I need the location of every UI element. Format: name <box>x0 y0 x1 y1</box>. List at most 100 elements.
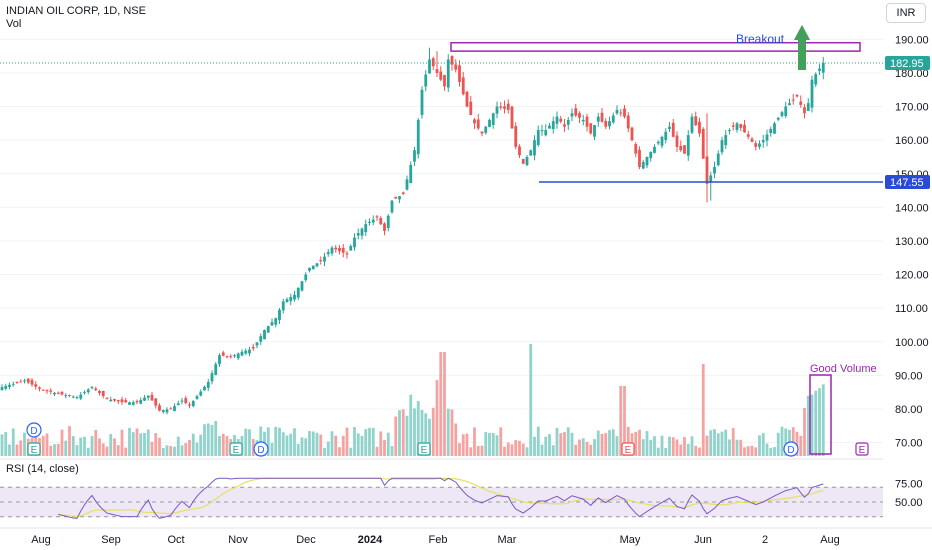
candle-body <box>143 397 146 401</box>
candle-body <box>484 126 488 133</box>
volume-bar <box>765 443 769 456</box>
candle-body <box>570 113 574 117</box>
event-marker-label: E <box>233 445 240 456</box>
candle-body <box>578 113 581 118</box>
volume-bar <box>818 388 821 456</box>
volume-bar <box>225 435 229 456</box>
candle-body <box>428 59 431 74</box>
candle-body <box>675 135 679 147</box>
rsi-legend[interactable]: RSI (14, close) <box>6 463 79 475</box>
volume-bar <box>64 440 68 456</box>
price-axis[interactable]: 70.00 80.00 90.00 100.00 110.00 120.00 130.00 1… <box>884 0 932 550</box>
candle-body <box>596 116 600 122</box>
candle-body <box>698 121 701 134</box>
volume-bar <box>368 427 371 456</box>
volume-bar <box>731 428 735 456</box>
candle-body <box>446 59 450 88</box>
candle-body <box>64 395 68 397</box>
volume-bar <box>199 434 203 456</box>
candle-body <box>401 192 405 194</box>
candle-body <box>413 150 416 162</box>
price-tick-label: 140.00 <box>895 202 929 214</box>
volume-bar <box>465 433 469 456</box>
volume-bar <box>398 410 401 456</box>
volume-bar <box>308 431 311 456</box>
candle-body <box>765 134 769 141</box>
candle-body <box>608 121 611 127</box>
event-marker-label: E <box>31 445 38 456</box>
candle-body <box>645 156 649 166</box>
candle-body <box>300 281 304 291</box>
volume-bar <box>4 432 8 456</box>
event-marker-label: E <box>421 445 428 456</box>
volume-bar <box>169 446 173 456</box>
candle-body <box>476 119 480 129</box>
volume-bar <box>259 426 263 456</box>
event-marker-label: D <box>30 426 37 437</box>
time-axis[interactable]: Aug Sep Oct Nov Dec 2024 Feb Mar May Jun 2 Aug <box>0 527 932 546</box>
support-price-value: 147.55 <box>890 177 924 189</box>
volume-bar <box>338 447 341 456</box>
candle-body <box>98 390 101 393</box>
rsi-line <box>58 477 824 519</box>
volume-bar <box>649 440 653 456</box>
volume-bar <box>443 352 446 456</box>
volume-legend[interactable]: Vol <box>6 18 22 30</box>
candle-body <box>780 112 784 116</box>
volume-bar <box>739 439 743 456</box>
volume-bar <box>214 421 218 456</box>
volume-bar <box>135 428 139 456</box>
time-tick-label: Jun <box>694 534 712 546</box>
candle-body <box>203 386 206 391</box>
price-tick-label: 190.00 <box>895 34 929 46</box>
candle-body <box>724 135 728 146</box>
candle-body <box>450 55 454 65</box>
volume-bar <box>184 443 188 456</box>
time-tick-label: Oct <box>167 534 184 546</box>
candle-body <box>319 259 323 262</box>
volume-bar <box>503 446 506 456</box>
volume-bar <box>420 409 424 456</box>
volume-bar <box>386 432 390 456</box>
candle-body <box>233 355 236 357</box>
symbol-title[interactable]: INDIAN OIL CORP, 1D, NSE <box>6 5 146 17</box>
volume-bar <box>473 427 476 456</box>
volume-bar <box>754 447 758 456</box>
earnings-marker <box>621 442 635 456</box>
candle-body <box>210 373 214 382</box>
arrow-head <box>794 25 810 40</box>
price-tick-label: 90.00 <box>895 370 923 382</box>
volume-bar <box>154 433 158 456</box>
currency-button[interactable]: INR <box>886 3 926 23</box>
candle-body <box>371 219 375 223</box>
candle-body <box>566 120 570 125</box>
volume-bar <box>289 433 293 456</box>
candle-body <box>776 117 780 120</box>
volume-bar <box>424 413 428 456</box>
candle-body <box>529 150 533 156</box>
candle-body <box>386 215 390 229</box>
volume-bar <box>413 408 416 456</box>
candle-body <box>4 386 8 389</box>
volume-bar <box>705 435 709 456</box>
candle-body <box>191 400 195 407</box>
volume-bar <box>521 443 525 456</box>
candle-body <box>360 228 364 236</box>
volume-bar <box>529 344 533 456</box>
volume-bar <box>210 425 214 456</box>
candle-body <box>458 65 461 82</box>
volume-bar <box>791 427 795 456</box>
volume-bar <box>484 432 488 456</box>
candle-body <box>773 123 776 134</box>
resistance-box <box>450 41 861 52</box>
volume-bar <box>746 446 750 456</box>
candle-body <box>604 121 608 127</box>
candle-body <box>349 246 353 251</box>
candle-body <box>308 267 311 271</box>
candle-body <box>638 149 641 168</box>
candle-body <box>664 131 668 140</box>
volume-highlight-box <box>809 374 832 455</box>
candle-body <box>274 318 278 325</box>
candle-body <box>653 146 656 153</box>
